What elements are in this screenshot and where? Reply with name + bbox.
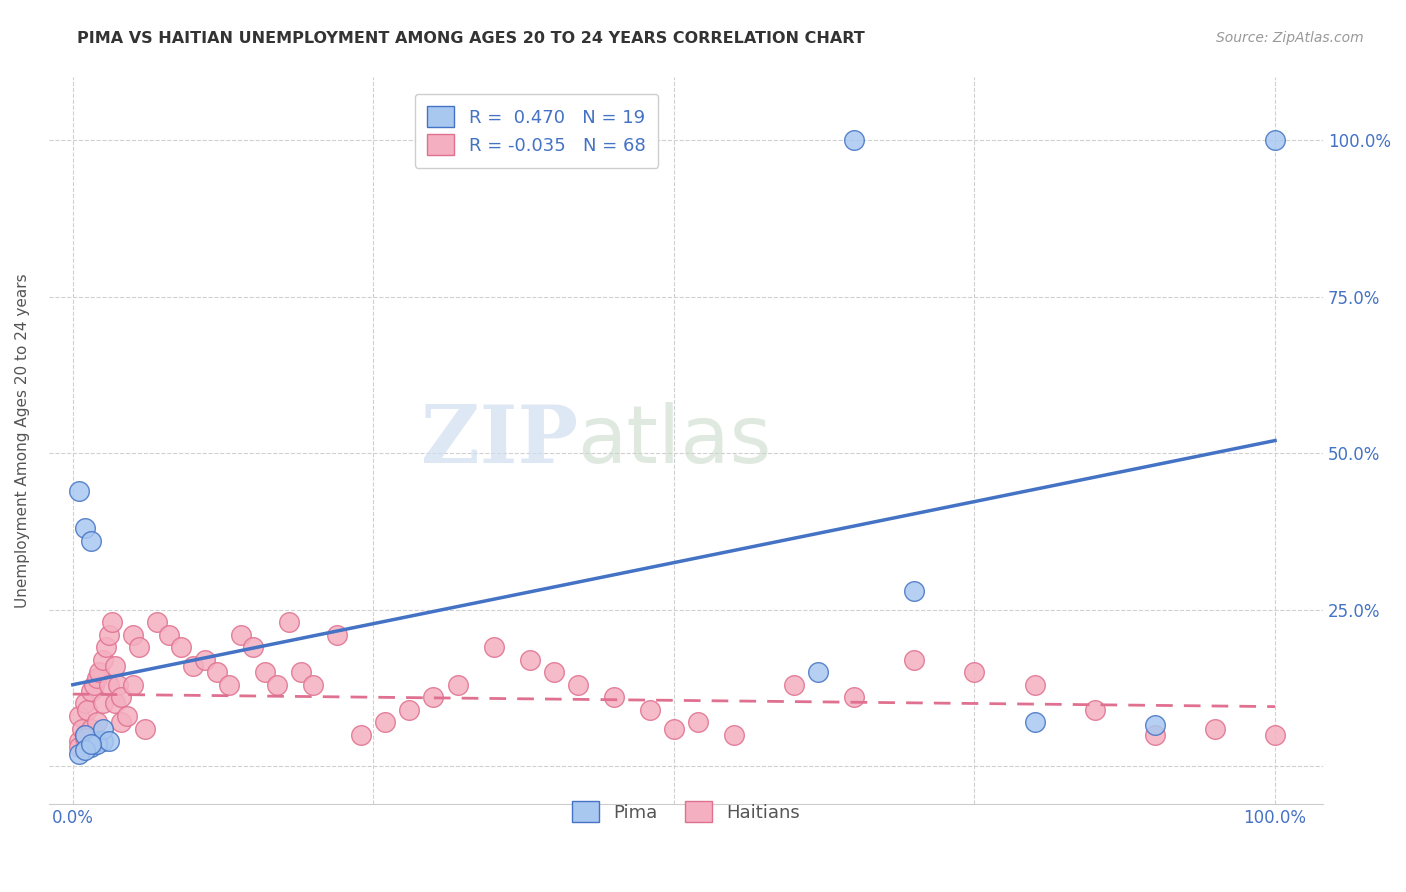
Point	[157, 627, 180, 641]
Point	[107, 678, 129, 692]
Point	[686, 715, 709, 730]
Point	[96, 640, 118, 654]
Point	[104, 659, 127, 673]
Point	[86, 737, 108, 751]
Point	[128, 640, 150, 654]
Text: atlas: atlas	[578, 401, 772, 480]
Point	[76, 703, 98, 717]
Point	[662, 722, 685, 736]
Point	[181, 659, 204, 673]
Point	[86, 734, 108, 748]
Point	[903, 583, 925, 598]
Point	[567, 678, 589, 692]
Point	[1264, 728, 1286, 742]
Text: PIMA VS HAITIAN UNEMPLOYMENT AMONG AGES 20 TO 24 YEARS CORRELATION CHART: PIMA VS HAITIAN UNEMPLOYMENT AMONG AGES …	[77, 31, 865, 46]
Point	[72, 722, 94, 736]
Point	[91, 722, 114, 736]
Legend: Pima, Haitians: Pima, Haitians	[560, 789, 813, 835]
Point	[67, 747, 90, 761]
Point	[86, 672, 108, 686]
Point	[302, 678, 325, 692]
Y-axis label: Unemployment Among Ages 20 to 24 years: Unemployment Among Ages 20 to 24 years	[15, 273, 30, 607]
Point	[326, 627, 349, 641]
Point	[91, 734, 114, 748]
Point	[783, 678, 806, 692]
Point	[80, 740, 103, 755]
Point	[638, 703, 661, 717]
Point	[67, 740, 90, 755]
Point	[67, 709, 90, 723]
Point	[398, 703, 420, 717]
Point	[73, 743, 96, 757]
Point	[844, 690, 866, 705]
Point	[91, 697, 114, 711]
Point	[110, 715, 132, 730]
Point	[80, 533, 103, 548]
Point	[170, 640, 193, 654]
Point	[104, 697, 127, 711]
Point	[446, 678, 468, 692]
Point	[101, 615, 124, 629]
Point	[229, 627, 252, 641]
Point	[963, 665, 986, 680]
Point	[97, 678, 120, 692]
Point	[374, 715, 396, 730]
Point	[97, 627, 120, 641]
Text: Source: ZipAtlas.com: Source: ZipAtlas.com	[1216, 31, 1364, 45]
Point	[603, 690, 626, 705]
Point	[86, 715, 108, 730]
Point	[543, 665, 565, 680]
Point	[723, 728, 745, 742]
Point	[422, 690, 444, 705]
Point	[73, 731, 96, 745]
Point	[91, 653, 114, 667]
Point	[73, 728, 96, 742]
Point	[97, 734, 120, 748]
Point	[110, 690, 132, 705]
Point	[218, 678, 240, 692]
Point	[1024, 715, 1046, 730]
Point	[80, 737, 103, 751]
Point	[115, 709, 138, 723]
Point	[807, 665, 830, 680]
Point	[194, 653, 217, 667]
Point	[1143, 718, 1166, 732]
Point	[278, 615, 301, 629]
Point	[254, 665, 277, 680]
Point	[242, 640, 264, 654]
Point	[266, 678, 288, 692]
Point	[67, 734, 90, 748]
Point	[89, 665, 111, 680]
Point	[73, 697, 96, 711]
Point	[1143, 728, 1166, 742]
Point	[134, 722, 156, 736]
Point	[122, 678, 145, 692]
Point	[1264, 133, 1286, 147]
Point	[83, 678, 105, 692]
Point	[122, 627, 145, 641]
Point	[73, 521, 96, 535]
Point	[80, 684, 103, 698]
Text: ZIP: ZIP	[420, 401, 578, 480]
Point	[1084, 703, 1107, 717]
Point	[146, 615, 169, 629]
Point	[67, 483, 90, 498]
Point	[1024, 678, 1046, 692]
Point	[844, 133, 866, 147]
Point	[205, 665, 228, 680]
Point	[1204, 722, 1226, 736]
Point	[350, 728, 373, 742]
Point	[903, 653, 925, 667]
Point	[482, 640, 505, 654]
Point	[80, 722, 103, 736]
Point	[519, 653, 541, 667]
Point	[73, 728, 96, 742]
Point	[290, 665, 312, 680]
